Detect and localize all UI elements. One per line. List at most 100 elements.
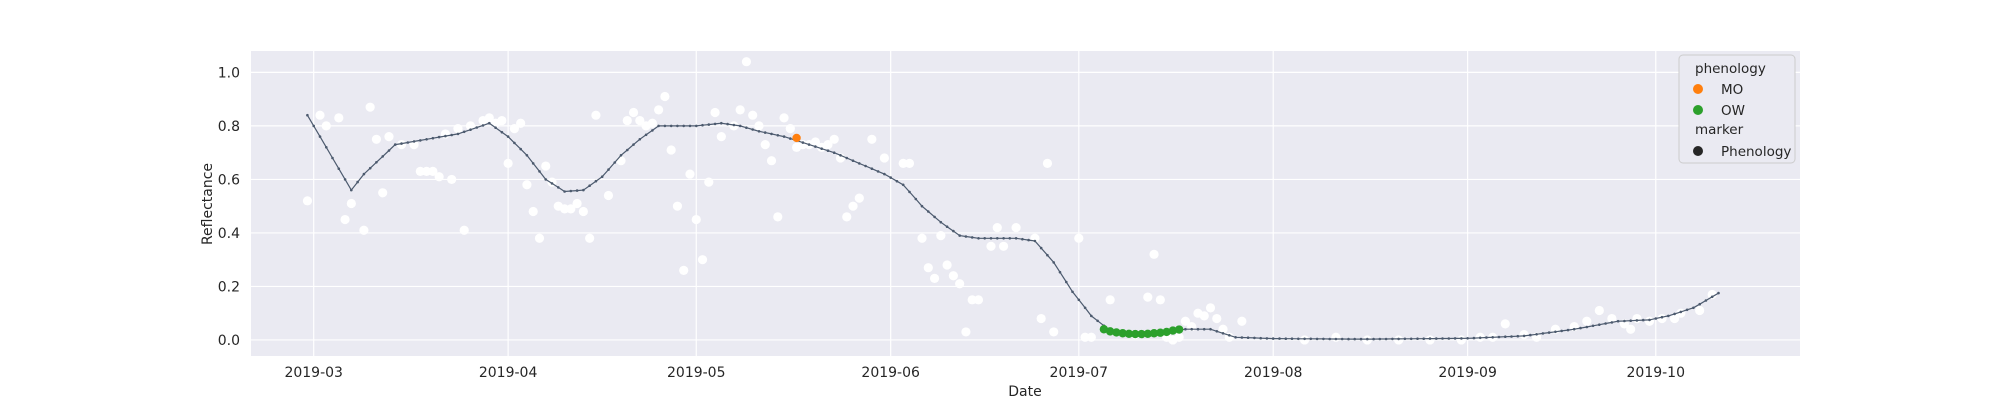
fitted-curve-point bbox=[927, 210, 930, 213]
fitted-curve-point bbox=[1485, 336, 1488, 339]
raw-observation-point bbox=[929, 273, 940, 284]
fitted-curve-point bbox=[331, 156, 334, 160]
fitted-curve-point bbox=[638, 138, 642, 141]
raw-observation-point bbox=[1042, 158, 1053, 168]
fitted-curve-point bbox=[707, 123, 711, 126]
fitted-curve-point bbox=[1033, 239, 1037, 243]
fitted-curve-point bbox=[607, 168, 610, 171]
fitted-curve-point bbox=[444, 134, 447, 138]
raw-observation-point bbox=[1155, 295, 1165, 305]
raw-observation-point bbox=[1607, 313, 1617, 324]
fitted-curve-point bbox=[525, 154, 529, 157]
raw-observation-point bbox=[848, 201, 858, 211]
fitted-curve-point bbox=[1547, 331, 1551, 334]
fitted-curve-point bbox=[858, 162, 861, 165]
raw-observation-point bbox=[534, 233, 545, 243]
fitted-curve-point bbox=[1002, 237, 1005, 240]
fitted-curve-point bbox=[1667, 314, 1670, 318]
fitted-curve-point bbox=[1209, 327, 1212, 331]
fitted-curve-point bbox=[1623, 319, 1626, 323]
raw-observation-point bbox=[522, 180, 532, 190]
raw-observation-point bbox=[654, 105, 664, 115]
fitted-curve-point bbox=[1710, 295, 1714, 299]
fitted-curve-point bbox=[1466, 337, 1469, 340]
fitted-curve-point bbox=[1422, 337, 1425, 341]
phenology-point-ow bbox=[1105, 327, 1115, 336]
raw-observation-point bbox=[785, 123, 795, 134]
fitted-curve-point bbox=[1497, 335, 1501, 339]
raw-observation-point bbox=[741, 57, 752, 67]
raw-observation-point bbox=[453, 123, 463, 134]
fitted-curve-point bbox=[312, 124, 316, 128]
raw-observation-point bbox=[973, 295, 984, 305]
fitted-curve-point bbox=[594, 179, 598, 183]
raw-observation-point bbox=[371, 134, 382, 144]
fitted-curve-point bbox=[720, 121, 723, 125]
raw-observation-point bbox=[879, 153, 889, 163]
fitted-curve-point bbox=[450, 133, 454, 137]
fitted-curve-point bbox=[1096, 319, 1099, 323]
fitted-curve-point bbox=[1253, 336, 1256, 340]
fitted-curve-point bbox=[1284, 337, 1288, 341]
fitted-curve-point bbox=[600, 175, 604, 178]
fitted-curve-point bbox=[970, 236, 974, 239]
fitted-curve-point bbox=[1303, 337, 1306, 341]
raw-observation-point bbox=[635, 115, 645, 126]
raw-observation-point bbox=[1456, 335, 1466, 345]
raw-observation-point bbox=[754, 121, 764, 131]
fitted-curve-point bbox=[1246, 336, 1250, 340]
fitted-curve-point bbox=[1585, 325, 1589, 329]
fitted-curve-point bbox=[920, 204, 924, 208]
raw-observation-point bbox=[867, 134, 877, 144]
fitted-curve-point bbox=[306, 113, 309, 117]
fitted-curve-point bbox=[839, 154, 842, 157]
fitted-curve-point bbox=[343, 178, 347, 181]
fitted-curve-point bbox=[1391, 337, 1394, 341]
raw-observation-point bbox=[509, 123, 519, 134]
fitted-curve-point bbox=[1353, 337, 1356, 341]
fitted-curve-point bbox=[701, 123, 704, 127]
fitted-curve-point bbox=[406, 141, 410, 144]
fitted-curve-point bbox=[1685, 308, 1689, 312]
fitted-curve-point bbox=[939, 220, 943, 224]
fitted-curve-point bbox=[1535, 333, 1538, 336]
fitted-curve-point bbox=[757, 130, 761, 133]
raw-observation-point bbox=[948, 271, 958, 281]
phenology-point-ow bbox=[1174, 325, 1184, 334]
fitted-curve-point bbox=[318, 135, 322, 138]
fitted-curve-point bbox=[1616, 319, 1620, 323]
x-tick-label: 2019-10 bbox=[1627, 365, 1686, 381]
raw-observation-point bbox=[1149, 249, 1159, 259]
fitted-curve-point bbox=[1027, 238, 1030, 242]
legend-title-phenology: phenology bbox=[1695, 61, 1766, 77]
raw-observation-point bbox=[1199, 311, 1209, 321]
fitted-curve-point bbox=[557, 186, 560, 189]
fitted-curve-point bbox=[1504, 335, 1507, 339]
fitted-curve-point bbox=[1334, 337, 1338, 341]
fitted-curve-point bbox=[1510, 335, 1513, 338]
fitted-curve-point bbox=[1673, 312, 1676, 316]
fitted-curve-point bbox=[368, 166, 372, 170]
legend-marker-mo bbox=[1693, 84, 1703, 94]
raw-observation-point bbox=[1582, 316, 1592, 326]
fitted-curve-point bbox=[350, 188, 353, 192]
fitted-curve-point bbox=[519, 147, 522, 151]
fitted-curve-point bbox=[1240, 336, 1244, 339]
fitted-curve-point bbox=[651, 129, 654, 132]
raw-observation-point bbox=[679, 265, 689, 275]
raw-observation-point bbox=[503, 158, 513, 168]
raw-observation-point bbox=[1626, 324, 1636, 334]
fitted-curve-point bbox=[901, 183, 905, 187]
raw-observation-point bbox=[992, 222, 1002, 233]
fitted-curve-point bbox=[1441, 337, 1444, 340]
fitted-curve-point bbox=[1692, 306, 1695, 310]
y-axis-ticks: 0.0 0.2 0.4 0.6 0.8 1.0 bbox=[218, 65, 240, 349]
fitted-curve-point bbox=[575, 189, 579, 192]
fitted-curve-point bbox=[1265, 337, 1269, 340]
raw-observation-point bbox=[1669, 313, 1680, 324]
raw-observation-point bbox=[334, 113, 344, 123]
fitted-curve-point bbox=[1460, 337, 1463, 340]
fitted-curve-point bbox=[1541, 332, 1545, 335]
fitted-curve-point bbox=[1372, 337, 1375, 341]
raw-observation-point bbox=[302, 196, 313, 206]
